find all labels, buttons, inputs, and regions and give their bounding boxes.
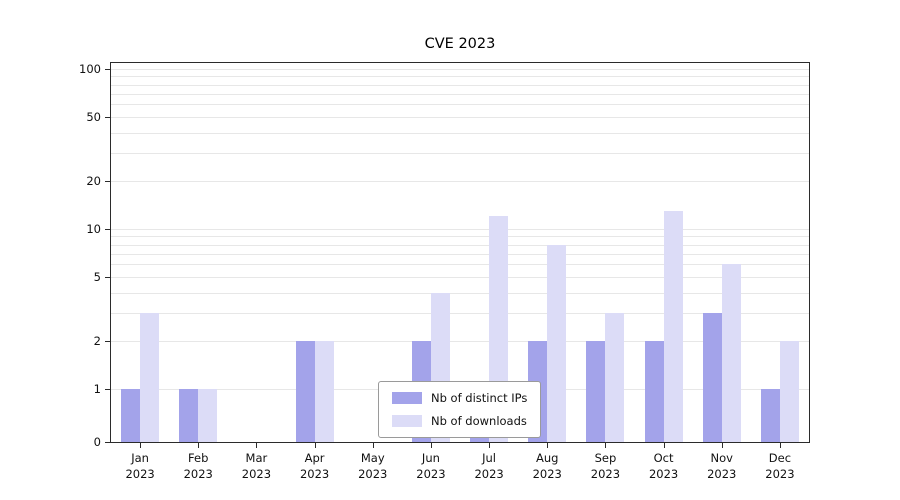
chart-title: CVE 2023 bbox=[424, 36, 496, 52]
x-tick-label-sep: Sep 2023 bbox=[590, 451, 621, 481]
y-tick-mark bbox=[105, 277, 110, 279]
x-tick-label-apr: Apr 2023 bbox=[299, 451, 330, 481]
gridline bbox=[111, 236, 809, 238]
y-tick-mark bbox=[105, 117, 110, 119]
gridline bbox=[111, 76, 809, 78]
bar-downloads-nov bbox=[721, 264, 741, 442]
x-tick-label-aug: Aug 2023 bbox=[532, 451, 562, 481]
y-tick-label: 1 bbox=[93, 382, 101, 396]
legend-item-downloads: Nb of downloads bbox=[392, 414, 527, 428]
gridline bbox=[111, 264, 809, 266]
x-tick-label-nov: Nov 2023 bbox=[707, 451, 737, 481]
bar-distinct-ips-apr bbox=[295, 340, 315, 442]
x-tick-label-may: May 2023 bbox=[358, 451, 388, 481]
gridline bbox=[111, 180, 809, 182]
x-tick-label-mar: Mar 2023 bbox=[241, 451, 272, 481]
bar-downloads-jan bbox=[140, 312, 160, 442]
y-tick-mark bbox=[105, 340, 110, 342]
x-tick-label-oct: Oct 2023 bbox=[648, 451, 679, 481]
gridline bbox=[111, 277, 809, 279]
y-tick-label: 10 bbox=[86, 222, 101, 236]
x-tick-mark bbox=[430, 443, 432, 448]
bar-distinct-ips-dec bbox=[760, 389, 780, 442]
x-tick-mark bbox=[198, 443, 200, 448]
x-tick-mark bbox=[605, 443, 607, 448]
gridline bbox=[111, 69, 809, 70]
y-tick-mark bbox=[105, 442, 110, 443]
y-tick-mark bbox=[105, 229, 110, 230]
x-tick-label-dec: Dec 2023 bbox=[765, 451, 795, 481]
legend-swatch-downloads bbox=[392, 415, 422, 427]
bar-distinct-ips-oct bbox=[644, 340, 664, 442]
legend-item-distinct-ips: Nb of distinct IPs bbox=[392, 391, 527, 405]
x-tick-label-feb: Feb 2023 bbox=[183, 451, 213, 481]
x-tick-mark bbox=[372, 443, 374, 448]
bar-downloads-aug bbox=[547, 244, 567, 442]
gridline bbox=[111, 292, 809, 294]
x-tick-mark bbox=[721, 443, 723, 448]
x-tick-mark bbox=[489, 443, 491, 448]
y-tick-label: 100 bbox=[79, 62, 101, 76]
y-tick-label: 0 bbox=[93, 435, 101, 449]
x-tick-mark bbox=[663, 443, 665, 448]
gridline bbox=[111, 229, 809, 230]
bar-distinct-ips-jan bbox=[121, 389, 141, 442]
x-tick-label-jan: Jan 2023 bbox=[125, 451, 155, 481]
gridline bbox=[111, 253, 809, 255]
y-tick-label: 20 bbox=[86, 173, 101, 188]
y-tick-mark bbox=[105, 180, 110, 182]
y-tick-label: 5 bbox=[93, 270, 101, 285]
bar-downloads-sep bbox=[605, 312, 625, 442]
legend-label-downloads: Nb of downloads bbox=[431, 414, 527, 428]
y-tick-mark bbox=[105, 69, 110, 70]
gridline bbox=[111, 104, 809, 106]
x-tick-mark bbox=[314, 443, 316, 448]
bar-distinct-ips-sep bbox=[586, 340, 606, 442]
x-tick-mark bbox=[547, 443, 549, 448]
legend: Nb of distinct IPs Nb of downloads bbox=[378, 381, 542, 438]
gridline bbox=[111, 132, 809, 134]
y-tick-mark bbox=[105, 389, 110, 390]
y-tick-label: 50 bbox=[86, 110, 101, 125]
y-tick-label: 2 bbox=[93, 333, 101, 348]
legend-label-distinct-ips: Nb of distinct IPs bbox=[431, 391, 528, 405]
bar-downloads-oct bbox=[663, 210, 683, 442]
gridline bbox=[111, 312, 809, 314]
x-tick-mark bbox=[256, 443, 258, 448]
bar-downloads-apr bbox=[314, 340, 334, 442]
bar-downloads-feb bbox=[198, 389, 218, 442]
gridline bbox=[111, 244, 809, 246]
plot-area: Nb of distinct IPs Nb of downloads 0 1 2 5 1… bbox=[79, 62, 810, 481]
x-tick-label-jul: Jul 2023 bbox=[474, 451, 504, 481]
gridline bbox=[111, 84, 809, 86]
x-tick-mark bbox=[140, 443, 142, 448]
x-tick-mark bbox=[779, 443, 781, 448]
gridline bbox=[111, 152, 809, 154]
gridline bbox=[111, 93, 809, 95]
bar-distinct-ips-feb bbox=[179, 389, 199, 442]
bar-downloads-dec bbox=[779, 340, 799, 442]
legend-swatch-distinct-ips bbox=[392, 392, 422, 404]
gridline bbox=[111, 340, 809, 342]
x-tick-label-jun: Jun 2023 bbox=[416, 451, 446, 481]
bar-distinct-ips-nov bbox=[702, 312, 722, 442]
gridline bbox=[111, 117, 809, 119]
